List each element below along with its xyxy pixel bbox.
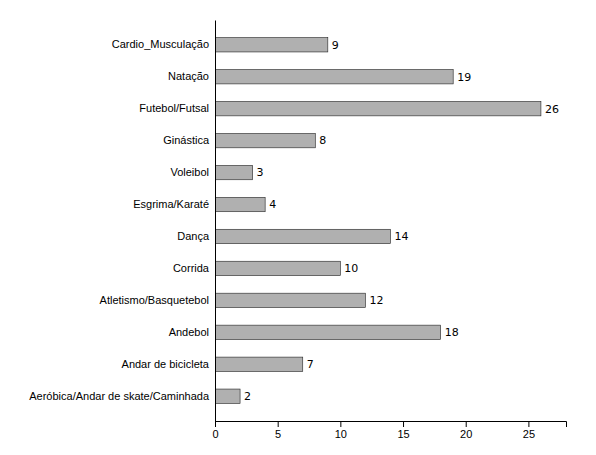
y-tick-label: Aeróbica/Andar de skate/Caminhada [29,390,210,402]
x-tick-mark [340,421,341,427]
x-tick: 15 [397,421,409,440]
y-tick-label: Esgrima/Karaté [133,198,209,210]
data-label: 14 [395,230,409,243]
data-label: 9 [332,39,339,52]
y-tick: Aeróbica/Andar de skate/Caminhada [29,390,210,402]
y-tick: Andar de bicicleta [122,358,210,370]
x-tick-label: 20 [460,428,472,440]
data-label: 19 [457,71,471,84]
data-label: 3 [257,166,264,179]
y-tick: Esgrima/Karaté [133,198,209,210]
y-tick-label: Voleibol [170,166,209,178]
y-tick: Corrida [173,262,210,274]
data-label: 4 [269,198,276,211]
y-tick-label: Natação [168,70,209,82]
x-tick-mark [215,421,216,427]
y-tick-label: Cardio_Musculação [112,38,209,50]
bar [215,70,453,84]
plot: 0 5 10 15 20 25 Aeróbica/Andar de skate/Caminh… [29,21,566,440]
bar [215,133,315,147]
bar [215,293,365,307]
bar [215,261,340,275]
data-label: 26 [545,103,559,116]
y-tick-label: Atletismo/Basquetebol [100,294,209,306]
y-tick-label: Dança [177,230,210,242]
x-tick: 0 [212,421,218,440]
x-tick-label: 25 [523,428,535,440]
x-tick: 5 [275,421,281,440]
data-label: 7 [307,358,314,371]
x-tick: 25 [523,421,535,440]
x-tick-label: 15 [397,428,409,440]
chart: 0 5 10 15 20 25 Aeróbica/Andar de skate/Caminh… [0,0,596,455]
bars [215,38,541,404]
bar [215,165,253,179]
bar [215,389,240,403]
x-tick-label: 10 [335,428,347,440]
x-tick: 10 [335,421,347,440]
y-tick-label: Andebol [169,326,209,338]
x-tick-mark [528,421,529,427]
y-tick-label: Futebol/Futsal [139,102,209,114]
data-label: 18 [445,326,459,339]
y-tick-label: Ginástica [163,134,210,146]
y-tick: Atletismo/Basquetebol [100,294,209,306]
data-label: 12 [369,294,383,307]
x-axis: 0 5 10 15 20 25 [212,421,566,440]
y-tick: Ginástica [163,134,210,146]
x-tick-label: 5 [275,428,281,440]
y-tick: Dança [177,230,210,242]
y-tick-label: Andar de bicicleta [122,358,210,370]
x-tick-mark [403,421,404,427]
bar [215,38,328,52]
data-label: 2 [244,390,251,403]
bar [215,357,303,371]
y-tick: Andebol [169,326,209,338]
y-tick: Voleibol [170,166,209,178]
bar [215,325,441,339]
y-axis: Aeróbica/Andar de skate/Caminhada Andar d… [29,21,215,422]
y-tick: Futebol/Futsal [139,102,209,114]
y-tick-label: Corrida [173,262,210,274]
data-label: 8 [319,134,326,147]
x-tick: 20 [460,421,472,440]
x-tick-label: 0 [212,428,218,440]
x-tick-mark [466,421,467,427]
y-tick: Cardio_Musculação [112,38,209,50]
x-tick-mark [278,421,279,427]
x-axis-line [216,422,567,428]
bar [215,101,541,115]
data-label: 10 [344,262,358,275]
bar [215,197,265,211]
y-tick: Natação [168,70,209,82]
bar [215,229,391,243]
data-labels: 2 7 18 12 10 14 4 3 8 26 19 9 [244,39,559,403]
y-axis-line [215,21,216,422]
